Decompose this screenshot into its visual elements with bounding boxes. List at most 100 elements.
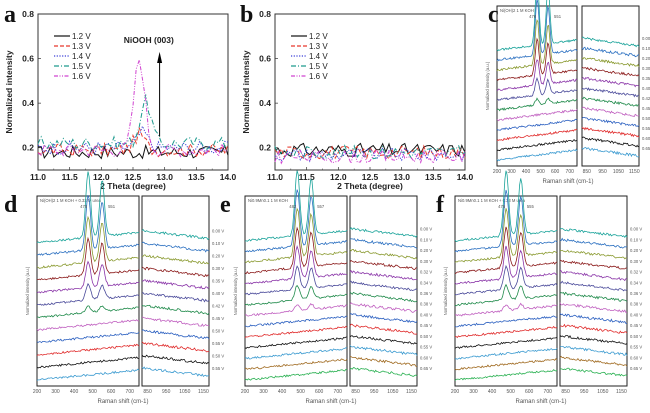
legend-label: 1.2 V xyxy=(309,32,328,41)
plot-frame xyxy=(274,13,466,171)
panel-letter-d: d xyxy=(4,192,18,218)
series-line-1.2V xyxy=(274,142,466,158)
voltage-label: 0.10 V xyxy=(642,46,650,51)
x-tick-label: 1050 xyxy=(597,389,608,395)
voltage-label: 0.45 V xyxy=(212,316,224,321)
legend-label: 1.5 V xyxy=(309,62,328,71)
raman-series-right xyxy=(141,354,210,365)
x-tick-label: 400 xyxy=(278,389,287,395)
raman-series-left xyxy=(36,356,140,369)
voltage-label: 0.20 V xyxy=(420,248,432,253)
x-tick-label: 1150 xyxy=(198,389,209,395)
legend-label: 1.3 V xyxy=(309,42,328,51)
panel-letter-a: a xyxy=(4,2,16,28)
legend-label: 1.5 V xyxy=(72,62,91,71)
raman-series-left xyxy=(244,336,348,349)
y-tick-label: 0.8 xyxy=(259,9,271,19)
x-tick-label: 500 xyxy=(506,389,515,395)
raman-series-left xyxy=(244,303,348,317)
raman-series-right xyxy=(581,106,640,117)
x-tick-label: 850 xyxy=(583,169,592,175)
y-tick-label: 0.4 xyxy=(22,98,34,108)
voltage-label: 0.55 V xyxy=(420,345,432,350)
raman-series-right xyxy=(581,57,640,67)
legend-label: 1.3 V xyxy=(72,42,91,51)
raman-series-right xyxy=(559,334,628,345)
voltage-label: 0.40 V xyxy=(630,312,642,317)
x-tick-label: 11.5 xyxy=(62,172,78,182)
raman-series-left xyxy=(496,97,578,112)
raman-series-left xyxy=(36,282,140,306)
plot-frame-right xyxy=(141,195,210,387)
raman-series-left xyxy=(454,245,558,285)
raman-series-right xyxy=(141,279,210,290)
raman-series-right xyxy=(141,329,210,340)
raman-series-right xyxy=(349,259,418,270)
legend-label: 1.4 V xyxy=(309,52,328,61)
peak-label: 555 xyxy=(527,204,535,209)
legend-label: 1.4 V xyxy=(72,52,91,61)
panel-title: Ni0.9Mn0.1 1 M KOH xyxy=(248,198,288,203)
x-axis-label: Raman shift (cm-1) xyxy=(542,179,593,185)
voltage-label: 0.10 V xyxy=(420,237,432,242)
raman-series-right xyxy=(141,241,210,253)
x-tick-label: 700 xyxy=(126,389,135,395)
raman-series-left xyxy=(454,369,558,381)
raman-series-left xyxy=(36,215,140,269)
y-axis-label: Normalized intensity (a.u.) xyxy=(233,266,238,315)
y-axis-label: Normalized intensity (a.u.) xyxy=(443,266,448,315)
raman-series-right xyxy=(581,36,640,48)
voltage-label: 0.34 V xyxy=(420,280,432,285)
raman-series-right xyxy=(349,367,418,377)
peak-label: 557 xyxy=(317,204,325,209)
x-tick-label: 12.0 xyxy=(330,172,347,182)
series-line-1.6V xyxy=(274,148,466,165)
raman-series-right xyxy=(559,313,628,324)
raman-series-left xyxy=(36,171,140,244)
raman-series-right xyxy=(560,367,628,377)
raman-series-left xyxy=(496,59,578,91)
raman-series-left xyxy=(454,337,558,350)
raman-series-right xyxy=(141,304,210,316)
raman-series-left xyxy=(36,305,139,319)
plot-frame-left xyxy=(496,5,578,167)
raman-series-right xyxy=(349,313,418,323)
series-line-1.3V xyxy=(37,126,229,158)
legend-label: 1.2 V xyxy=(72,32,91,41)
voltage-label: 0.36 V xyxy=(630,291,642,296)
x-tick-label: 1050 xyxy=(613,169,624,175)
plot-frame-left xyxy=(454,195,558,387)
x-tick-label: 600 xyxy=(551,169,560,175)
x-tick-label: 13.0 xyxy=(156,172,173,182)
raman-series-right xyxy=(559,302,628,314)
raman-series-right xyxy=(141,316,210,327)
voltage-label: 0.10 V xyxy=(212,241,224,246)
raman-series-left xyxy=(244,170,348,242)
voltage-label: 0.30 V xyxy=(642,66,650,71)
raman-series-right xyxy=(559,237,628,249)
voltage-label: 0.65 V xyxy=(420,366,432,371)
panel-letter-f: f xyxy=(436,192,444,218)
raman-series-right xyxy=(581,87,640,98)
raman-series-right xyxy=(349,248,418,260)
x-tick-label: 12.5 xyxy=(125,172,142,182)
panel-title: Ni(OH)2 1 M KOH xyxy=(500,8,534,13)
raman-series-right xyxy=(581,46,640,58)
raman-series-left xyxy=(454,358,558,371)
raman-series-right xyxy=(141,366,210,377)
raman-series-right xyxy=(141,292,210,303)
x-tick-label: 600 xyxy=(107,389,116,395)
raman-series-left xyxy=(496,139,578,152)
voltage-label: 0.00 V xyxy=(212,229,224,234)
plot-frame-right xyxy=(559,195,628,387)
legend-label: 1.6 V xyxy=(309,72,328,81)
raman-series-right xyxy=(349,291,418,303)
raman-series-left xyxy=(454,347,558,360)
raman-series-right xyxy=(349,238,418,249)
raman-series-right xyxy=(141,229,210,241)
voltage-label: 0.60 V xyxy=(630,355,642,360)
x-tick-label: 13.5 xyxy=(188,172,205,182)
raman-series-left xyxy=(454,226,558,275)
x-axis-label: 2 Theta (degree) xyxy=(337,181,403,191)
x-tick-label: 850 xyxy=(143,389,152,395)
